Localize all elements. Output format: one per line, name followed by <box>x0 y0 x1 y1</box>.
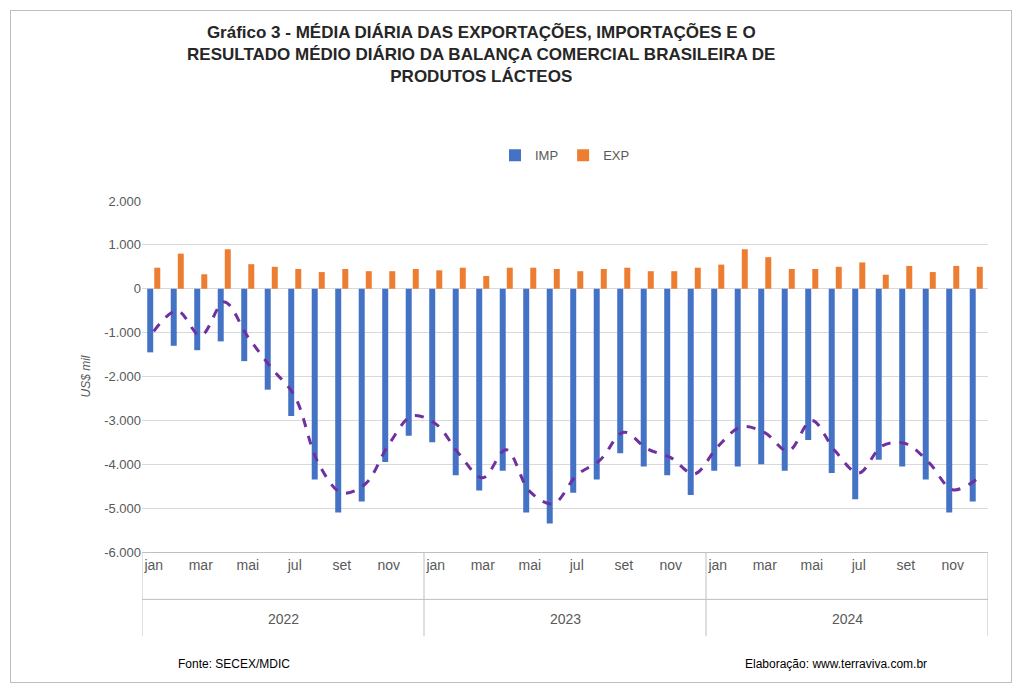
svg-text:-6.000: -6.000 <box>104 545 141 560</box>
svg-text:-3.000: -3.000 <box>104 413 141 428</box>
svg-text:nov: nov <box>941 557 964 573</box>
svg-text:Fonte: SECEX/MDIC: Fonte: SECEX/MDIC <box>178 657 290 671</box>
svg-text:nov: nov <box>377 557 400 573</box>
svg-text:-2.000: -2.000 <box>104 369 141 384</box>
svg-text:Gráfico 3 - MÉDIA DIÁRIA DAS E: Gráfico 3 - MÉDIA DIÁRIA DAS EXPORTAÇÕES… <box>187 22 775 86</box>
svg-text:jul: jul <box>851 557 866 573</box>
svg-text:jul: jul <box>569 557 584 573</box>
svg-text:mar: mar <box>471 557 495 573</box>
svg-text:set: set <box>614 557 633 573</box>
svg-text:EXP: EXP <box>603 148 629 163</box>
svg-text:2024: 2024 <box>832 611 863 627</box>
svg-text:IMP: IMP <box>535 148 558 163</box>
svg-text:set: set <box>332 557 351 573</box>
svg-text:mar: mar <box>753 557 777 573</box>
svg-text:jan: jan <box>707 557 727 573</box>
svg-text:-5.000: -5.000 <box>104 501 141 516</box>
svg-text:jan: jan <box>143 557 163 573</box>
svg-text:mai: mai <box>800 557 823 573</box>
svg-text:0: 0 <box>134 281 141 296</box>
svg-text:mar: mar <box>189 557 213 573</box>
svg-text:jul: jul <box>287 557 302 573</box>
svg-text:1.000: 1.000 <box>108 237 141 252</box>
svg-text:2.000: 2.000 <box>108 194 141 209</box>
svg-text:set: set <box>896 557 915 573</box>
svg-text:mai: mai <box>518 557 541 573</box>
svg-text:-4.000: -4.000 <box>104 457 141 472</box>
svg-text:US$ mil: US$ mil <box>79 355 93 397</box>
svg-text:mai: mai <box>236 557 259 573</box>
svg-text:Elaboração: www.terraviva.com.: Elaboração: www.terraviva.com.br <box>745 657 927 671</box>
svg-text:2023: 2023 <box>550 611 581 627</box>
svg-text:nov: nov <box>659 557 682 573</box>
svg-text:2022: 2022 <box>268 611 299 627</box>
svg-text:-1.000: -1.000 <box>104 325 141 340</box>
svg-text:jan: jan <box>425 557 445 573</box>
